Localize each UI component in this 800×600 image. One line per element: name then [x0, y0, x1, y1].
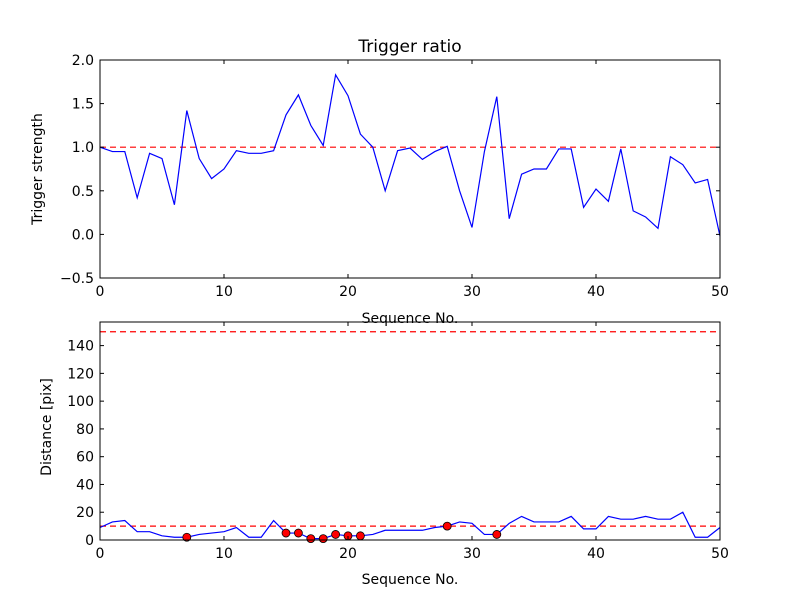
- y-tick-label: −0.5: [60, 271, 94, 287]
- x-tick-labels: 0 10 20 30 40 50: [96, 322, 729, 562]
- x-tick-label: 10: [215, 546, 233, 562]
- x-tick-label: 10: [215, 284, 233, 300]
- top-panel: Trigger ratio −0.5 0.0 0.5 1.0 1.5 2.0 0 10 20 3…: [30, 37, 729, 327]
- x-tick-label: 50: [711, 284, 729, 300]
- y-tick-label: 20: [76, 505, 94, 521]
- y-tick-labels: −0.5 0.0 0.5 1.0 1.5 2.0: [60, 53, 720, 287]
- y-tick-label: 120: [67, 366, 94, 382]
- data-marker: [331, 530, 341, 539]
- x-tick-label: 0: [96, 546, 105, 562]
- series-line: [99, 73, 721, 237]
- y-tick-label: 60: [76, 450, 94, 466]
- x-tick-label: 50: [711, 546, 729, 562]
- x-tick-label: 0: [96, 284, 105, 300]
- x-tick-label: 40: [587, 546, 605, 562]
- data-marker: [492, 530, 502, 539]
- y-tick-labels: 0 20 40 60 80 100 120 140: [67, 339, 720, 549]
- y-tick-label: 0: [85, 533, 94, 549]
- threshold-line-group: [100, 331, 720, 527]
- x-tick-labels: 0 10 20 30 40 50: [96, 60, 729, 300]
- x-tick-label: 20: [339, 284, 357, 300]
- x-tick-label: 40: [587, 284, 605, 300]
- y-tick-label: 2.0: [72, 53, 94, 69]
- chart-title: Trigger ratio: [357, 37, 461, 57]
- trigger-series: [99, 73, 721, 237]
- x-tick-label: 20: [339, 546, 357, 562]
- y-tick-label: 1.0: [72, 140, 94, 156]
- y-tick-label: 80: [76, 422, 94, 438]
- y-axis-label: Trigger strength: [30, 113, 46, 226]
- y-tick-label: 1.5: [72, 97, 94, 113]
- x-tick-label: 30: [463, 546, 481, 562]
- data-marker: [293, 528, 303, 538]
- distance-series: [99, 511, 721, 540]
- data-marker: [318, 534, 328, 544]
- series-line: [99, 511, 721, 540]
- y-tick-label: 40: [76, 477, 94, 493]
- bottom-plot-frame: [99, 321, 721, 541]
- y-tick-label: 100: [67, 394, 94, 410]
- x-axis-label: Sequence No.: [362, 572, 459, 588]
- y-tick-label: 140: [67, 339, 94, 355]
- y-tick-label: 0.5: [72, 184, 94, 200]
- top-plot-frame: [99, 59, 721, 279]
- data-marker: [182, 532, 192, 542]
- data-marker: [442, 521, 452, 531]
- bottom-panel: 0 20 40 60 80 100 120 140 0 10 20 30 40 50 Sequence …: [39, 321, 729, 588]
- x-axis-label: Sequence No.: [362, 311, 459, 327]
- data-marker: [306, 534, 316, 544]
- y-axis-label: Distance [pix]: [39, 378, 55, 476]
- x-tick-label: 30: [463, 284, 481, 300]
- data-marker: [355, 531, 365, 541]
- y-tick-label: 0.0: [72, 227, 94, 243]
- data-marker: [281, 528, 291, 538]
